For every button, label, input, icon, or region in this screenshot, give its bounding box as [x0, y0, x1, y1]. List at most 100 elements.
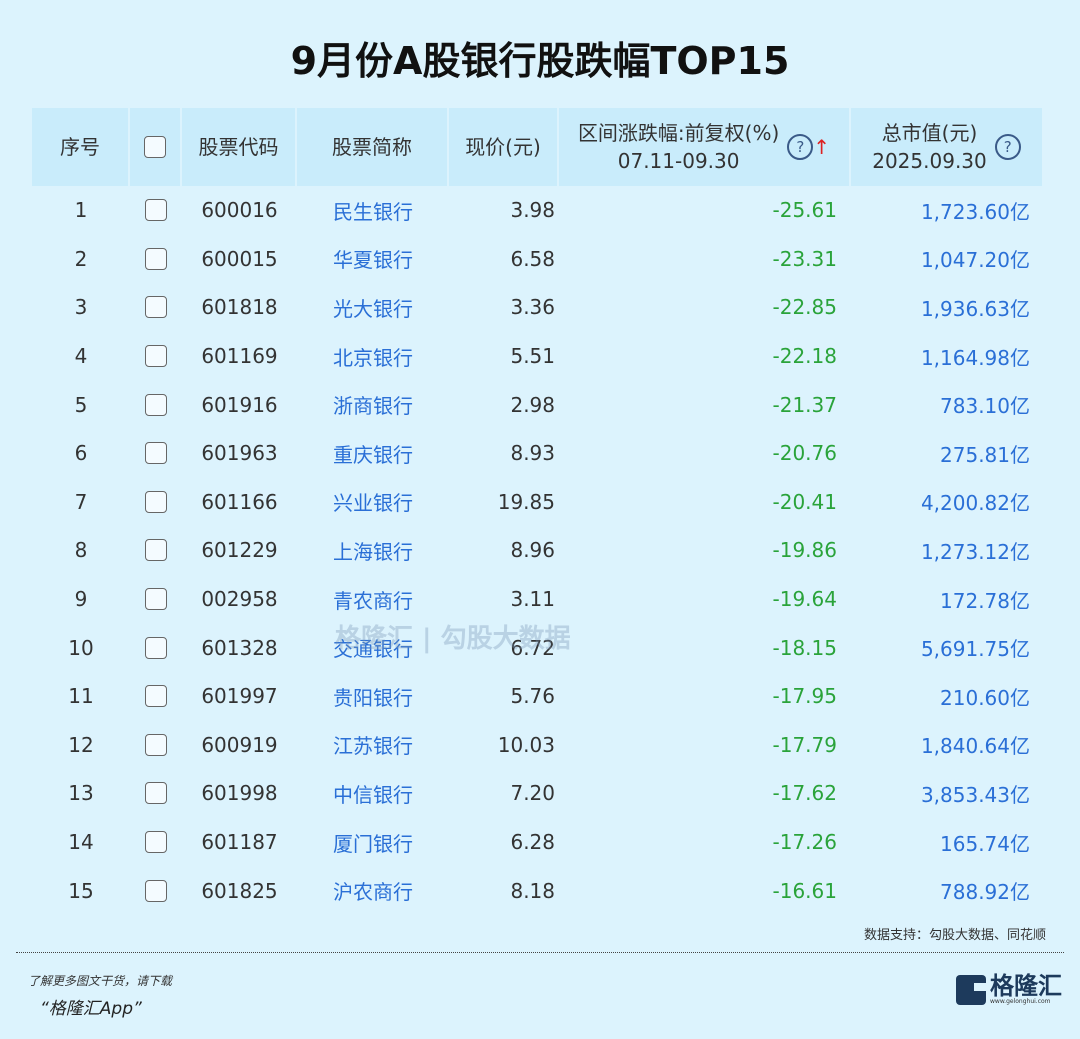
- stock-code: 601169: [201, 344, 278, 369]
- stock-name-link[interactable]: 光大银行: [333, 296, 413, 321]
- table-row[interactable]: 3 601818 光大银行 3.36 -22.85 1,936.63亿: [32, 283, 1044, 332]
- stock-name-link[interactable]: 北京银行: [333, 345, 413, 370]
- stock-code: 601997: [201, 684, 278, 709]
- market-cap: 5,691.75亿: [920, 637, 1030, 662]
- sort-ascending-icon[interactable]: ↑: [813, 135, 831, 159]
- row-select[interactable]: [130, 199, 182, 222]
- row-select[interactable]: [130, 247, 182, 270]
- header-cap[interactable]: 总市值(元) 2025.09.30 ?: [851, 108, 1044, 186]
- row-checkbox[interactable]: [145, 588, 167, 611]
- stock-code: 601916: [201, 392, 278, 417]
- stock-name-link[interactable]: 青农商行: [333, 588, 413, 613]
- table-row[interactable]: 1 600016 民生银行 3.98 -25.61 1,723.60亿: [32, 186, 1044, 235]
- row-select[interactable]: [130, 685, 182, 708]
- row-select[interactable]: [130, 733, 182, 756]
- table-row[interactable]: 4 601169 北京银行 5.51 -22.18 1,164.98亿: [32, 332, 1044, 381]
- help-icon[interactable]: ?: [994, 134, 1021, 160]
- stock-change: -16.61: [772, 878, 837, 903]
- watermark: 格隆汇 | 勾股大数据: [335, 624, 571, 654]
- stock-name-link[interactable]: 沪农商行: [333, 880, 413, 905]
- row-select[interactable]: [130, 636, 182, 659]
- stock-name-link[interactable]: 贵阳银行: [333, 685, 413, 710]
- stock-price: 6.58: [510, 246, 555, 271]
- row-checkbox[interactable]: [145, 733, 167, 756]
- logo-text: 格隆汇: [990, 972, 1062, 1000]
- promo-text: 了解更多图文干货，请下载: [28, 974, 173, 988]
- row-select[interactable]: [130, 296, 182, 319]
- row-checkbox[interactable]: [145, 247, 167, 270]
- row-checkbox[interactable]: [145, 296, 167, 319]
- row-checkbox[interactable]: [145, 831, 167, 854]
- row-checkbox[interactable]: [145, 685, 167, 708]
- row-select[interactable]: [130, 345, 182, 368]
- row-select[interactable]: [130, 393, 182, 416]
- row-select[interactable]: [130, 588, 182, 611]
- table-row[interactable]: 12 600919 江苏银行 10.03 -17.79 1,840.64亿: [32, 721, 1044, 770]
- stock-name-link[interactable]: 厦门银行: [333, 831, 413, 856]
- header-price[interactable]: 现价(元): [449, 108, 559, 186]
- brand-logo: 格隆汇 www.gelonghui.com: [956, 974, 1062, 1005]
- stock-price: 7.20: [510, 781, 555, 806]
- stock-name-link[interactable]: 交通银行: [333, 637, 413, 662]
- stock-code: 600016: [201, 198, 278, 223]
- header-cap-label: 总市值(元): [881, 121, 978, 145]
- row-checkbox[interactable]: [145, 393, 167, 416]
- row-checkbox[interactable]: [145, 490, 167, 513]
- header-code[interactable]: 股票代码: [182, 108, 297, 186]
- table-row[interactable]: 10 601328 交通银行 6.72 -18.15 5,691.75亿: [32, 623, 1044, 672]
- header-change[interactable]: 区间涨跌幅:前复权(%) 07.11-09.30 ? ↑: [559, 108, 851, 186]
- stock-code: 601229: [201, 538, 278, 563]
- table-row[interactable]: 11 601997 贵阳银行 5.76 -17.95 210.60亿: [32, 672, 1044, 721]
- table-row[interactable]: 14 601187 厦门银行 6.28 -17.26 165.74亿: [32, 818, 1044, 867]
- row-select[interactable]: [130, 879, 182, 902]
- row-select[interactable]: [130, 442, 182, 465]
- row-checkbox[interactable]: [145, 879, 167, 902]
- stock-name-link[interactable]: 重庆银行: [333, 442, 413, 467]
- stock-price: 8.96: [510, 538, 555, 563]
- table-row[interactable]: 9 002958 青农商行 3.11 -19.64 172.78亿: [32, 575, 1044, 624]
- row-checkbox[interactable]: [145, 636, 167, 659]
- market-cap: 783.10亿: [940, 394, 1030, 419]
- stock-price: 6.28: [510, 830, 555, 855]
- stock-change: -19.86: [772, 538, 837, 563]
- stock-change: -17.95: [772, 684, 837, 709]
- stock-name-link[interactable]: 上海银行: [333, 539, 413, 564]
- table-row[interactable]: 7 601166 兴业银行 19.85 -20.41 4,200.82亿: [32, 478, 1044, 527]
- stock-name-link[interactable]: 民生银行: [333, 199, 413, 224]
- row-select[interactable]: [130, 490, 182, 513]
- stock-price: 3.11: [510, 587, 555, 612]
- select-all-checkbox[interactable]: [144, 136, 166, 158]
- stock-name-link[interactable]: 兴业银行: [333, 491, 413, 516]
- header-select-all[interactable]: [130, 108, 182, 186]
- stock-name-link[interactable]: 浙商银行: [333, 394, 413, 419]
- row-index: 4: [74, 344, 88, 369]
- help-icon[interactable]: ?: [787, 134, 814, 160]
- table-row[interactable]: 6 601963 重庆银行 8.93 -20.76 275.81亿: [32, 429, 1044, 478]
- row-checkbox[interactable]: [145, 345, 167, 368]
- table-row[interactable]: 2 600015 华夏银行 6.58 -23.31 1,047.20亿: [32, 235, 1044, 284]
- row-select[interactable]: [130, 782, 182, 805]
- stock-change: -20.41: [772, 489, 837, 514]
- page-title: 9月份A股银行股跌幅TOP15: [290, 39, 790, 83]
- table-row[interactable]: 13 601998 中信银行 7.20 -17.62 3,853.43亿: [32, 769, 1044, 818]
- table-row[interactable]: 8 601229 上海银行 8.96 -19.86 1,273.12亿: [32, 526, 1044, 575]
- stock-price: 5.51: [510, 344, 555, 369]
- stock-code: 601187: [201, 830, 278, 855]
- row-checkbox[interactable]: [145, 442, 167, 465]
- table-row[interactable]: 15 601825 沪农商行 8.18 -16.61 788.92亿: [32, 866, 1044, 915]
- stock-code: 601818: [201, 295, 278, 320]
- stock-change: -22.18: [772, 344, 837, 369]
- header-name[interactable]: 股票简称: [297, 108, 449, 186]
- row-checkbox[interactable]: [145, 539, 167, 562]
- stock-name-link[interactable]: 江苏银行: [333, 734, 413, 759]
- stock-name-link[interactable]: 中信银行: [333, 782, 413, 807]
- market-cap: 788.92亿: [940, 880, 1030, 905]
- logo-url: www.gelonghui.com: [990, 998, 1051, 1005]
- stock-name-link[interactable]: 华夏银行: [333, 248, 413, 273]
- promo-app-name: “格隆汇App”: [40, 999, 142, 1019]
- row-checkbox[interactable]: [145, 782, 167, 805]
- table-row[interactable]: 5 601916 浙商银行 2.98 -21.37 783.10亿: [32, 380, 1044, 429]
- row-checkbox[interactable]: [145, 199, 167, 222]
- row-select[interactable]: [130, 539, 182, 562]
- row-select[interactable]: [130, 831, 182, 854]
